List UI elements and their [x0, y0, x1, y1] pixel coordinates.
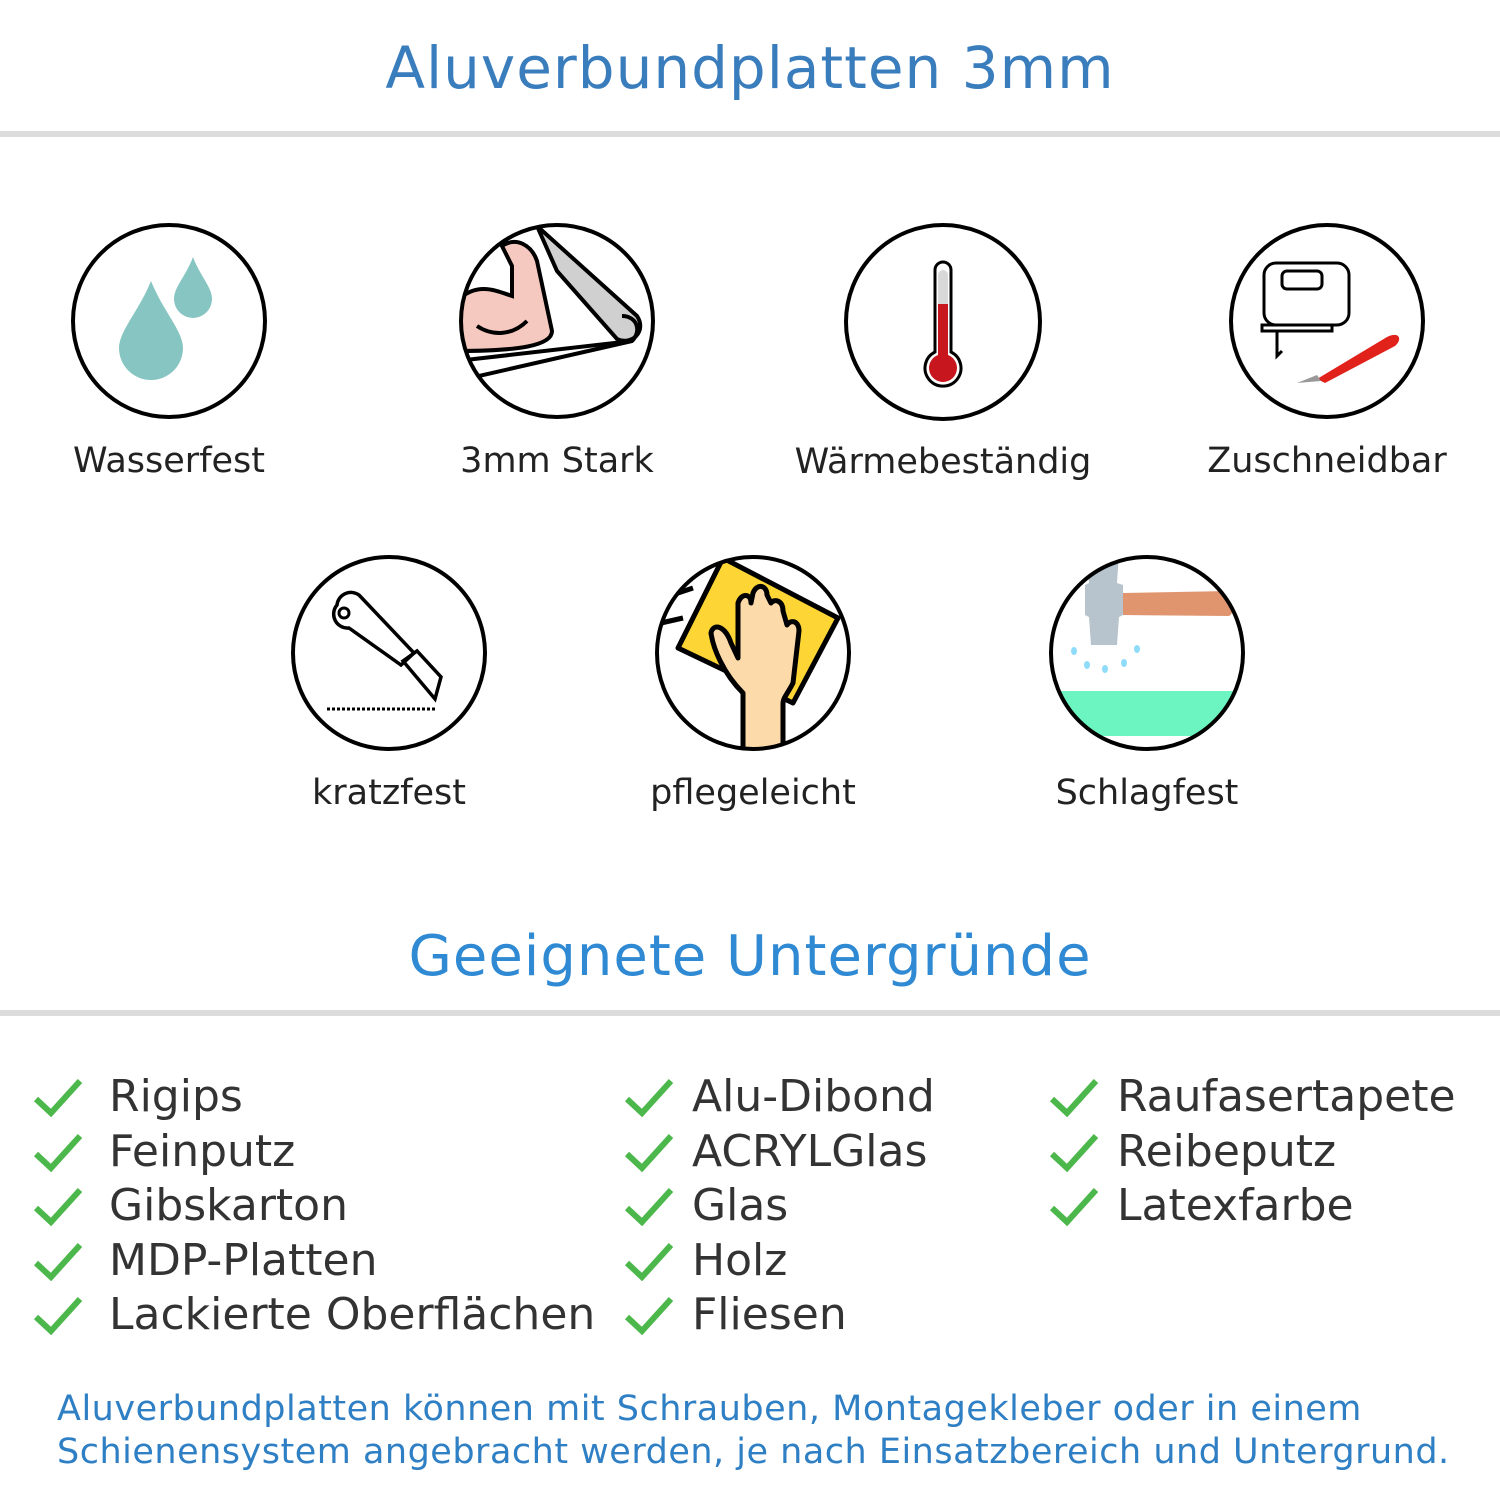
check-icon — [624, 1187, 674, 1226]
surface-label: Fliesen — [692, 1289, 847, 1340]
check-icon — [1049, 1078, 1099, 1117]
footer-line: Schienensystem angebracht werden, je nac… — [57, 1432, 1450, 1472]
feature-wasserfest: Wasserfest — [0, 221, 369, 481]
feature-label: kratzfest — [311, 773, 466, 813]
surface-label: ACRYLGlas — [692, 1125, 928, 1177]
surface-item: Fliesen — [624, 1288, 847, 1342]
water-drops-icon — [71, 223, 267, 419]
strong-arm-icon — [459, 223, 655, 419]
check-icon — [1049, 1187, 1099, 1226]
surface-item: Reibeputz — [1049, 1125, 1336, 1179]
check-icon — [624, 1133, 674, 1172]
check-icon — [33, 1133, 83, 1172]
feature-pflegeleicht: pflegeleicht — [553, 553, 953, 813]
surface-item: Latexfarbe — [1049, 1179, 1354, 1233]
divider — [0, 131, 1500, 137]
check-icon — [33, 1078, 83, 1117]
surface-item: MDP-Platten — [33, 1234, 377, 1288]
thermometer-icon — [844, 223, 1042, 421]
surface-label: MDP-Platten — [109, 1234, 378, 1286]
surface-item: Raufasertapete — [1049, 1070, 1456, 1124]
feature-3mm-stark: 3mm Stark — [357, 221, 757, 481]
feature-label: Wärmebeständig — [794, 442, 1092, 482]
check-icon — [33, 1296, 83, 1335]
check-icon — [33, 1187, 83, 1226]
feature-label: Schlagfest — [1055, 773, 1239, 813]
surface-label: Raufasertapete — [1117, 1071, 1456, 1122]
surface-label: Holz — [692, 1234, 788, 1286]
feature-schlagfest: Schlagfest — [947, 553, 1347, 813]
divider — [0, 1010, 1500, 1016]
check-icon — [1049, 1133, 1099, 1172]
feature-label: 3mm Stark — [460, 441, 654, 481]
surface-label: Feinputz — [109, 1125, 296, 1177]
check-icon — [624, 1242, 674, 1281]
surface-item: ACRYLGlas — [624, 1125, 927, 1179]
cleaning-hand-icon — [655, 555, 851, 751]
surface-label: Glas — [692, 1180, 789, 1231]
check-icon — [624, 1078, 674, 1117]
surface-label: Lackierte Oberflächen — [109, 1289, 596, 1340]
feature-label: Wasserfest — [72, 441, 266, 481]
feature-zuschneidbar: Zuschneidbar — [1127, 221, 1500, 481]
check-icon — [624, 1296, 674, 1335]
surface-item: Lackierte Oberflächen — [33, 1288, 595, 1342]
surface-label: Gibskarton — [109, 1180, 348, 1231]
surface-item: Feinputz — [33, 1125, 295, 1179]
surface-item: Holz — [624, 1234, 787, 1288]
feature-waermebestaendig: Wärmebeständig — [743, 222, 1143, 482]
feature-kratzfest: kratzfest — [189, 553, 589, 813]
jigsaw-cutter-icon — [1229, 223, 1425, 419]
surface-label: Reibeputz — [1117, 1125, 1337, 1177]
page-title: Aluverbundplatten 3mm — [385, 34, 1115, 102]
footer-line: Aluverbundplatten können mit Schrauben, … — [57, 1389, 1362, 1429]
surface-label: Rigips — [109, 1071, 243, 1122]
surface-item: Rigips — [33, 1070, 243, 1124]
surface-item: Gibskarton — [33, 1179, 348, 1233]
hammer-icon — [1049, 555, 1245, 751]
check-icon — [33, 1242, 83, 1281]
surface-label: Latexfarbe — [1117, 1180, 1354, 1231]
footer-note: Aluverbundplatten können mit Schrauben, … — [57, 1388, 1450, 1474]
surface-item: Alu-Dibond — [624, 1070, 935, 1124]
surface-label: Alu-Dibond — [692, 1071, 935, 1122]
utility-knife-icon — [291, 555, 487, 751]
surface-item: Glas — [624, 1179, 788, 1233]
feature-label: pflegeleicht — [650, 773, 856, 813]
section-title: Geeignete Untergründe — [408, 924, 1092, 989]
feature-label: Zuschneidbar — [1207, 441, 1447, 481]
